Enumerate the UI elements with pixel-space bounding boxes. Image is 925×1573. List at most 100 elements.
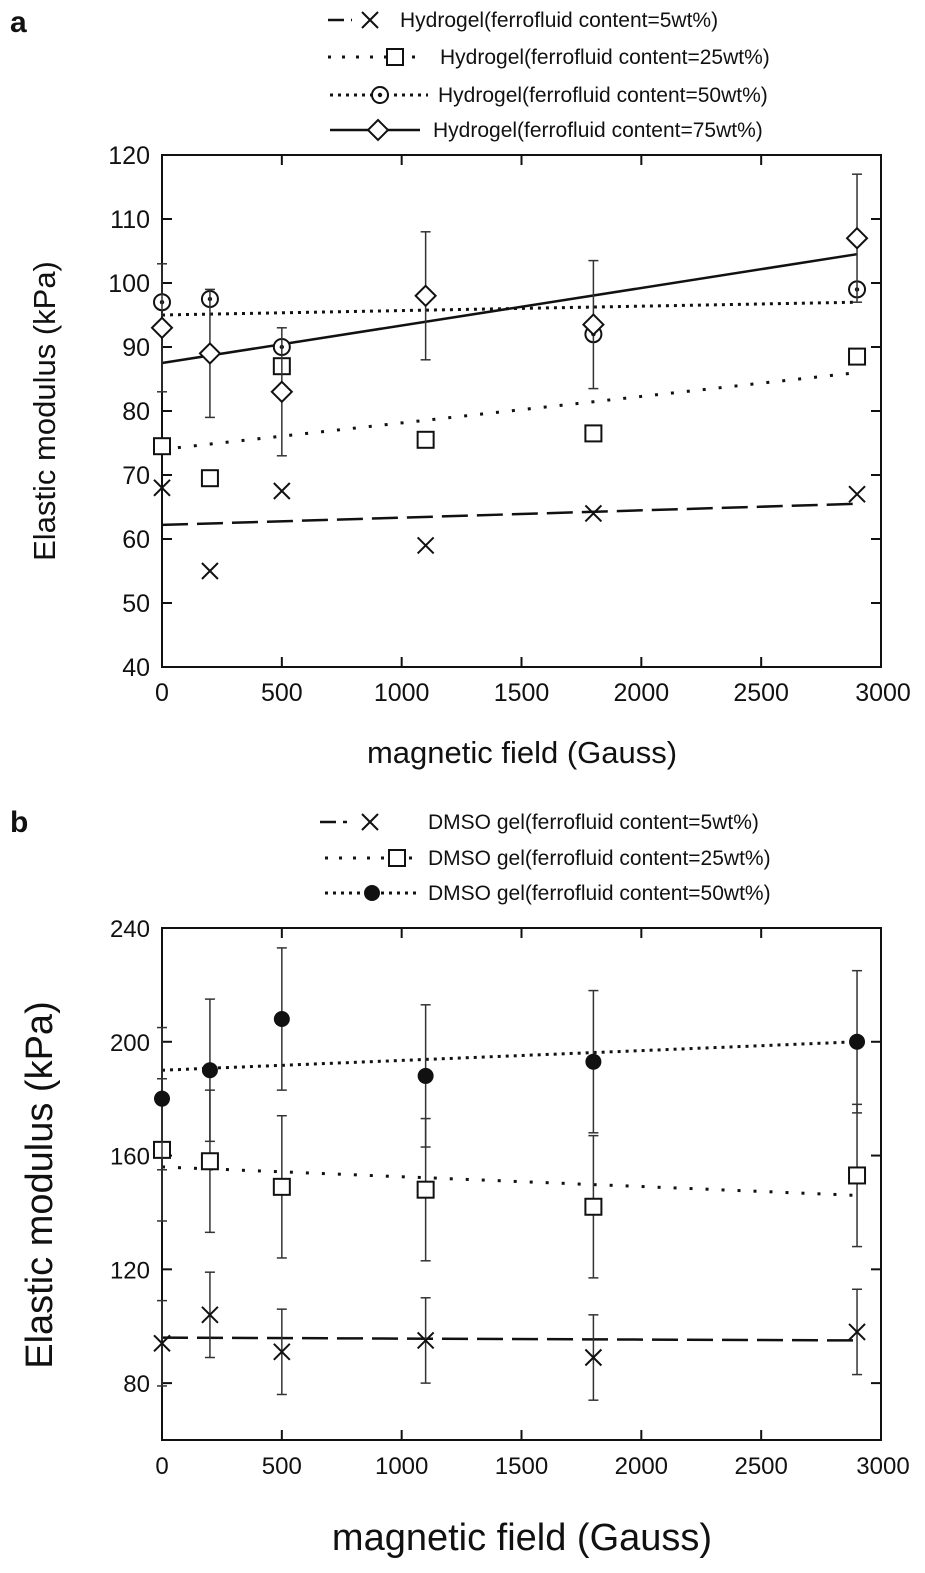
fit-lines-b (161, 1040, 858, 1342)
y-tick-label: 70 (122, 462, 150, 490)
x-tick-label: 2000 (614, 679, 670, 707)
x-tick-label: 1000 (374, 679, 430, 707)
y-tick-label: 110 (110, 206, 150, 234)
data-point-s1 (153, 437, 171, 456)
legend-a-label-2: Hydrogel(ferrofluid content=50wt%) (438, 84, 768, 107)
legend-a-item-3: Hydrogel(ferrofluid content=75wt%) (330, 119, 763, 142)
data-point-s0 (584, 1348, 603, 1367)
x-axis-title-b: magnetic field (Gauss) (332, 1517, 712, 1559)
legend-b-item-1: DMSO gel(ferrofluid content=25wt%) (325, 847, 771, 870)
legend-marker-1 (386, 48, 404, 66)
legend-marker-2 (371, 86, 389, 104)
data-point-s0 (584, 504, 603, 523)
x-tick-label: 2500 (733, 679, 789, 707)
y-tick-label: 80 (122, 398, 150, 426)
y-axis-title-a: Elastic modulus (kPa) (27, 261, 62, 561)
x-tick-label: 0 (155, 1453, 168, 1480)
x-tick-label: 500 (262, 1453, 302, 1480)
y-axis-title-b: Elastic modulus (kPa) (19, 1001, 61, 1368)
legend-a-label-1: Hydrogel(ferrofluid content=25wt%) (440, 46, 770, 69)
legend-marker-3 (366, 118, 390, 142)
data-point-s1 (272, 1177, 291, 1196)
x-tick-label: 1000 (375, 1453, 428, 1480)
data-points-a (150, 173, 869, 580)
fit-lines-a (161, 252, 858, 527)
data-points-b (153, 947, 867, 1401)
panel-b: b DMSO gel(ferrofluid content=5wt%) DMSO… (10, 806, 910, 1559)
plot-area-a (161, 154, 882, 668)
y-tick-label: 160 (110, 1144, 150, 1171)
legend-a-item-0: Hydrogel(ferrofluid content=5wt%) (328, 9, 718, 32)
legend-b-label-2: DMSO gel(ferrofluid content=50wt%) (428, 882, 771, 905)
data-point-s2 (273, 1011, 290, 1028)
data-point-s2 (201, 1062, 218, 1079)
legend-a-label-3: Hydrogel(ferrofluid content=75wt%) (433, 119, 763, 142)
data-point-s3 (845, 226, 869, 250)
data-point-s3 (198, 341, 222, 365)
legend-marker-1 (388, 849, 406, 867)
x-tick-label: 0 (155, 679, 169, 707)
data-point-s0 (273, 1343, 291, 1361)
data-point-s1 (416, 430, 435, 449)
legend-b: DMSO gel(ferrofluid content=5wt%) DMSO g… (320, 811, 771, 905)
legend-b-item-0: DMSO gel(ferrofluid content=5wt%) (320, 811, 759, 834)
x-tick-label: 500 (261, 679, 303, 707)
x-tick-label: 3000 (855, 679, 911, 707)
y-tick-label: 80 (123, 1371, 150, 1398)
y-tick-label: 120 (110, 1257, 150, 1284)
fit-line-2 (161, 1040, 858, 1072)
legend-b-label-1: DMSO gel(ferrofluid content=25wt%) (428, 847, 771, 870)
fit-line-0 (161, 502, 858, 527)
legend-b-item-2: DMSO gel(ferrofluid content=50wt%) (325, 882, 771, 905)
ticks-a: 0 500 1000 1500 2000 2500 3000 40 50 60 70 80 90 100 1… (108, 142, 911, 707)
data-point-s2 (154, 1090, 170, 1107)
data-point-s1 (200, 469, 219, 488)
x-tick-label: 1500 (495, 1453, 548, 1480)
x-tick-label: 1500 (494, 679, 550, 707)
data-point-s0 (153, 479, 171, 497)
panel-a-letter: a (10, 6, 27, 39)
data-point-s2 (417, 1067, 434, 1084)
x-axis-title-a: magnetic field (Gauss) (367, 735, 677, 770)
fit-line-0 (161, 1336, 858, 1342)
fit-line-3 (161, 252, 858, 365)
data-point-s1 (848, 347, 867, 366)
data-point-s0 (416, 536, 435, 555)
panel-a: a Hydrogel(ferrofluid content=5wt%) Hydr… (10, 6, 911, 770)
data-point-s0 (848, 1323, 866, 1341)
legend-a: Hydrogel(ferrofluid content=5wt%) Hydrog… (328, 9, 770, 142)
fit-line-1 (161, 1165, 858, 1197)
data-point-s0 (201, 562, 219, 580)
fit-line-1 (161, 371, 858, 451)
data-point-s3 (581, 313, 605, 337)
x-tick-label: 2500 (734, 1453, 787, 1480)
data-point-s2 (849, 1033, 866, 1050)
data-point-s0 (201, 1306, 219, 1324)
legend-marker-2 (364, 885, 380, 901)
y-tick-label: 120 (108, 142, 150, 170)
y-tick-label: 200 (110, 1030, 150, 1057)
data-point-s0 (848, 485, 866, 503)
y-tick-label: 50 (122, 590, 150, 618)
y-tick-label: 240 (110, 916, 150, 943)
data-point-s0 (153, 1334, 171, 1352)
legend-a-item-1: Hydrogel(ferrofluid content=25wt%) (328, 46, 770, 69)
plot-area-b (161, 927, 882, 1441)
legend-a-label-0: Hydrogel(ferrofluid content=5wt%) (400, 9, 718, 32)
x-tick-label: 2000 (615, 1453, 668, 1480)
y-tick-label: 60 (122, 526, 150, 554)
legend-marker-0 (361, 813, 379, 831)
data-point-s1 (584, 1197, 603, 1216)
y-tick-label: 40 (122, 654, 150, 682)
y-tick-label: 90 (122, 334, 150, 362)
data-point-s3 (414, 284, 438, 308)
data-point-s1 (584, 424, 603, 443)
data-point-s3 (270, 380, 294, 404)
data-point-s2 (585, 1053, 602, 1070)
data-point-s1 (848, 1166, 867, 1185)
data-point-s3 (150, 316, 174, 340)
data-point-s1 (200, 1152, 219, 1171)
data-point-s0 (273, 482, 291, 500)
data-point-s1 (416, 1180, 435, 1199)
